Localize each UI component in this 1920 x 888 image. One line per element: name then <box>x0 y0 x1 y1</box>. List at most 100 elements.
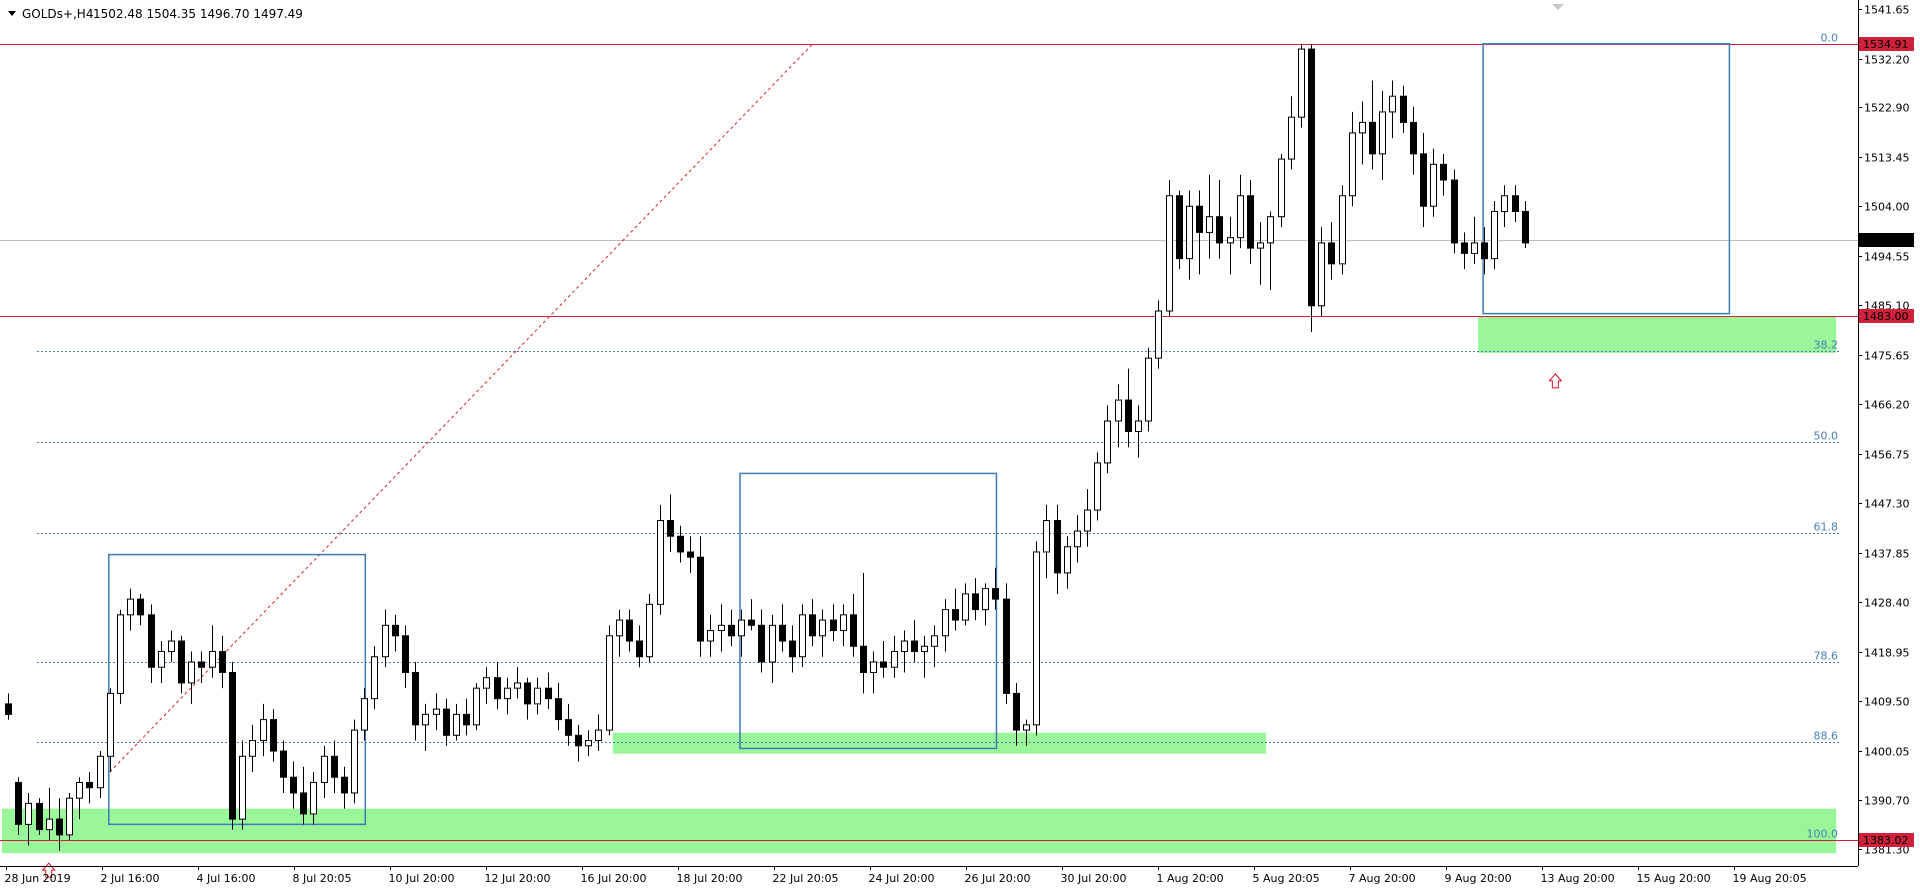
bear-candle-body <box>219 651 226 673</box>
candle <box>127 588 134 631</box>
candle <box>1064 536 1071 589</box>
candle <box>1206 174 1213 259</box>
candle <box>178 635 185 694</box>
candle <box>697 536 704 657</box>
line-price-label-bg <box>1859 833 1914 847</box>
fib-level-label: 38.2 <box>1814 339 1839 352</box>
bull-candle-body <box>1206 216 1213 233</box>
candle <box>66 792 73 841</box>
candle <box>789 625 796 673</box>
bull-candle-body <box>606 635 613 731</box>
bull-candle-body <box>616 619 623 637</box>
candle <box>1288 96 1295 170</box>
bear-candle-body <box>1216 216 1223 244</box>
bull-candle-body <box>1104 420 1111 464</box>
bull-candle-body <box>1349 132 1356 197</box>
support-zone <box>1478 316 1837 353</box>
bull-candle-body <box>1278 158 1285 218</box>
scroll-marker-icon[interactable] <box>1552 4 1564 10</box>
candle <box>514 667 521 699</box>
bull-candle-body <box>891 651 898 668</box>
bear-candle-body <box>5 703 12 715</box>
candle <box>402 625 409 689</box>
line-price-label: 1383.02 <box>1863 834 1909 847</box>
candle <box>911 620 918 662</box>
candle <box>1257 221 1264 285</box>
bear-candle-body <box>148 614 155 668</box>
bull-candle-body <box>901 640 908 653</box>
candle <box>1094 452 1101 521</box>
time-tick-label: 1 Aug 20:00 <box>1157 872 1224 885</box>
bull-candle-body <box>707 630 714 642</box>
bear-candle-body <box>758 624 765 663</box>
candle <box>1420 132 1427 228</box>
bear-candle-body <box>748 619 755 626</box>
candle <box>830 604 837 642</box>
candle <box>249 724 256 772</box>
candle <box>46 787 53 841</box>
candle <box>158 641 165 683</box>
bear-candle-body <box>1369 121 1376 155</box>
range-box <box>739 472 998 750</box>
bull-candle-body <box>382 624 389 658</box>
candle <box>1308 43 1315 332</box>
bear-candle-body <box>463 713 470 726</box>
bull-candle-body <box>158 651 165 668</box>
bull-candle-body <box>1471 242 1478 254</box>
price-tick-label: 1437.85 <box>1864 548 1910 561</box>
bull-candle-body <box>982 588 989 611</box>
candle <box>575 724 582 762</box>
candle <box>921 635 928 678</box>
bear-candle-body <box>952 609 959 621</box>
bull-candle-body <box>1074 530 1081 548</box>
candle <box>738 609 745 657</box>
bull-candle-body <box>1430 163 1437 207</box>
time-tick-label: 30 Jul 20:00 <box>1061 872 1127 885</box>
price-tick-label: 1409.50 <box>1864 696 1910 709</box>
candle <box>331 740 338 793</box>
bear-candle-body <box>830 619 837 632</box>
current-price-label: 1497.49 <box>1863 234 1909 247</box>
candle <box>819 609 826 657</box>
candle <box>1196 190 1203 275</box>
bear-candle-body <box>779 624 786 642</box>
candle <box>840 604 847 647</box>
price-tick-label: 1522.90 <box>1864 102 1910 115</box>
candle <box>1481 227 1488 275</box>
candle <box>504 677 511 715</box>
time-tick-label: 15 Aug 20:00 <box>1637 872 1711 885</box>
candle <box>707 614 714 657</box>
candle <box>850 593 857 657</box>
bear-candle-body <box>667 520 674 537</box>
candle <box>1389 80 1396 139</box>
bear-candle-body <box>524 682 531 705</box>
candle <box>148 604 155 683</box>
bull-candle-body <box>870 661 877 673</box>
symbol-menu-icon[interactable] <box>8 11 16 16</box>
candle <box>1054 504 1061 594</box>
bull-candle-body <box>1155 310 1162 359</box>
bear-candle-body <box>15 781 22 825</box>
candle <box>534 677 541 715</box>
bear-candle-body <box>972 593 979 611</box>
bear-candle-body <box>697 556 704 642</box>
bear-candle-body <box>911 640 918 653</box>
candle <box>524 677 531 720</box>
bull-candle-body <box>321 755 328 783</box>
candle <box>799 604 806 668</box>
bull-candle-body <box>1339 195 1346 265</box>
bear-candle-body <box>178 640 185 684</box>
candle <box>188 651 195 704</box>
candle <box>321 745 328 799</box>
bull-candle-body <box>168 640 175 653</box>
fib-level-label: 61.8 <box>1814 521 1839 534</box>
bear-candle-body <box>565 719 572 736</box>
candle <box>1451 169 1458 254</box>
candle <box>1339 185 1346 275</box>
bull-candle-body <box>1135 420 1142 432</box>
bull-candle-body <box>433 708 440 715</box>
time-tick-label: 5 Aug 20:05 <box>1253 872 1320 885</box>
bear-candle-body <box>850 614 857 647</box>
candle <box>1125 368 1132 448</box>
